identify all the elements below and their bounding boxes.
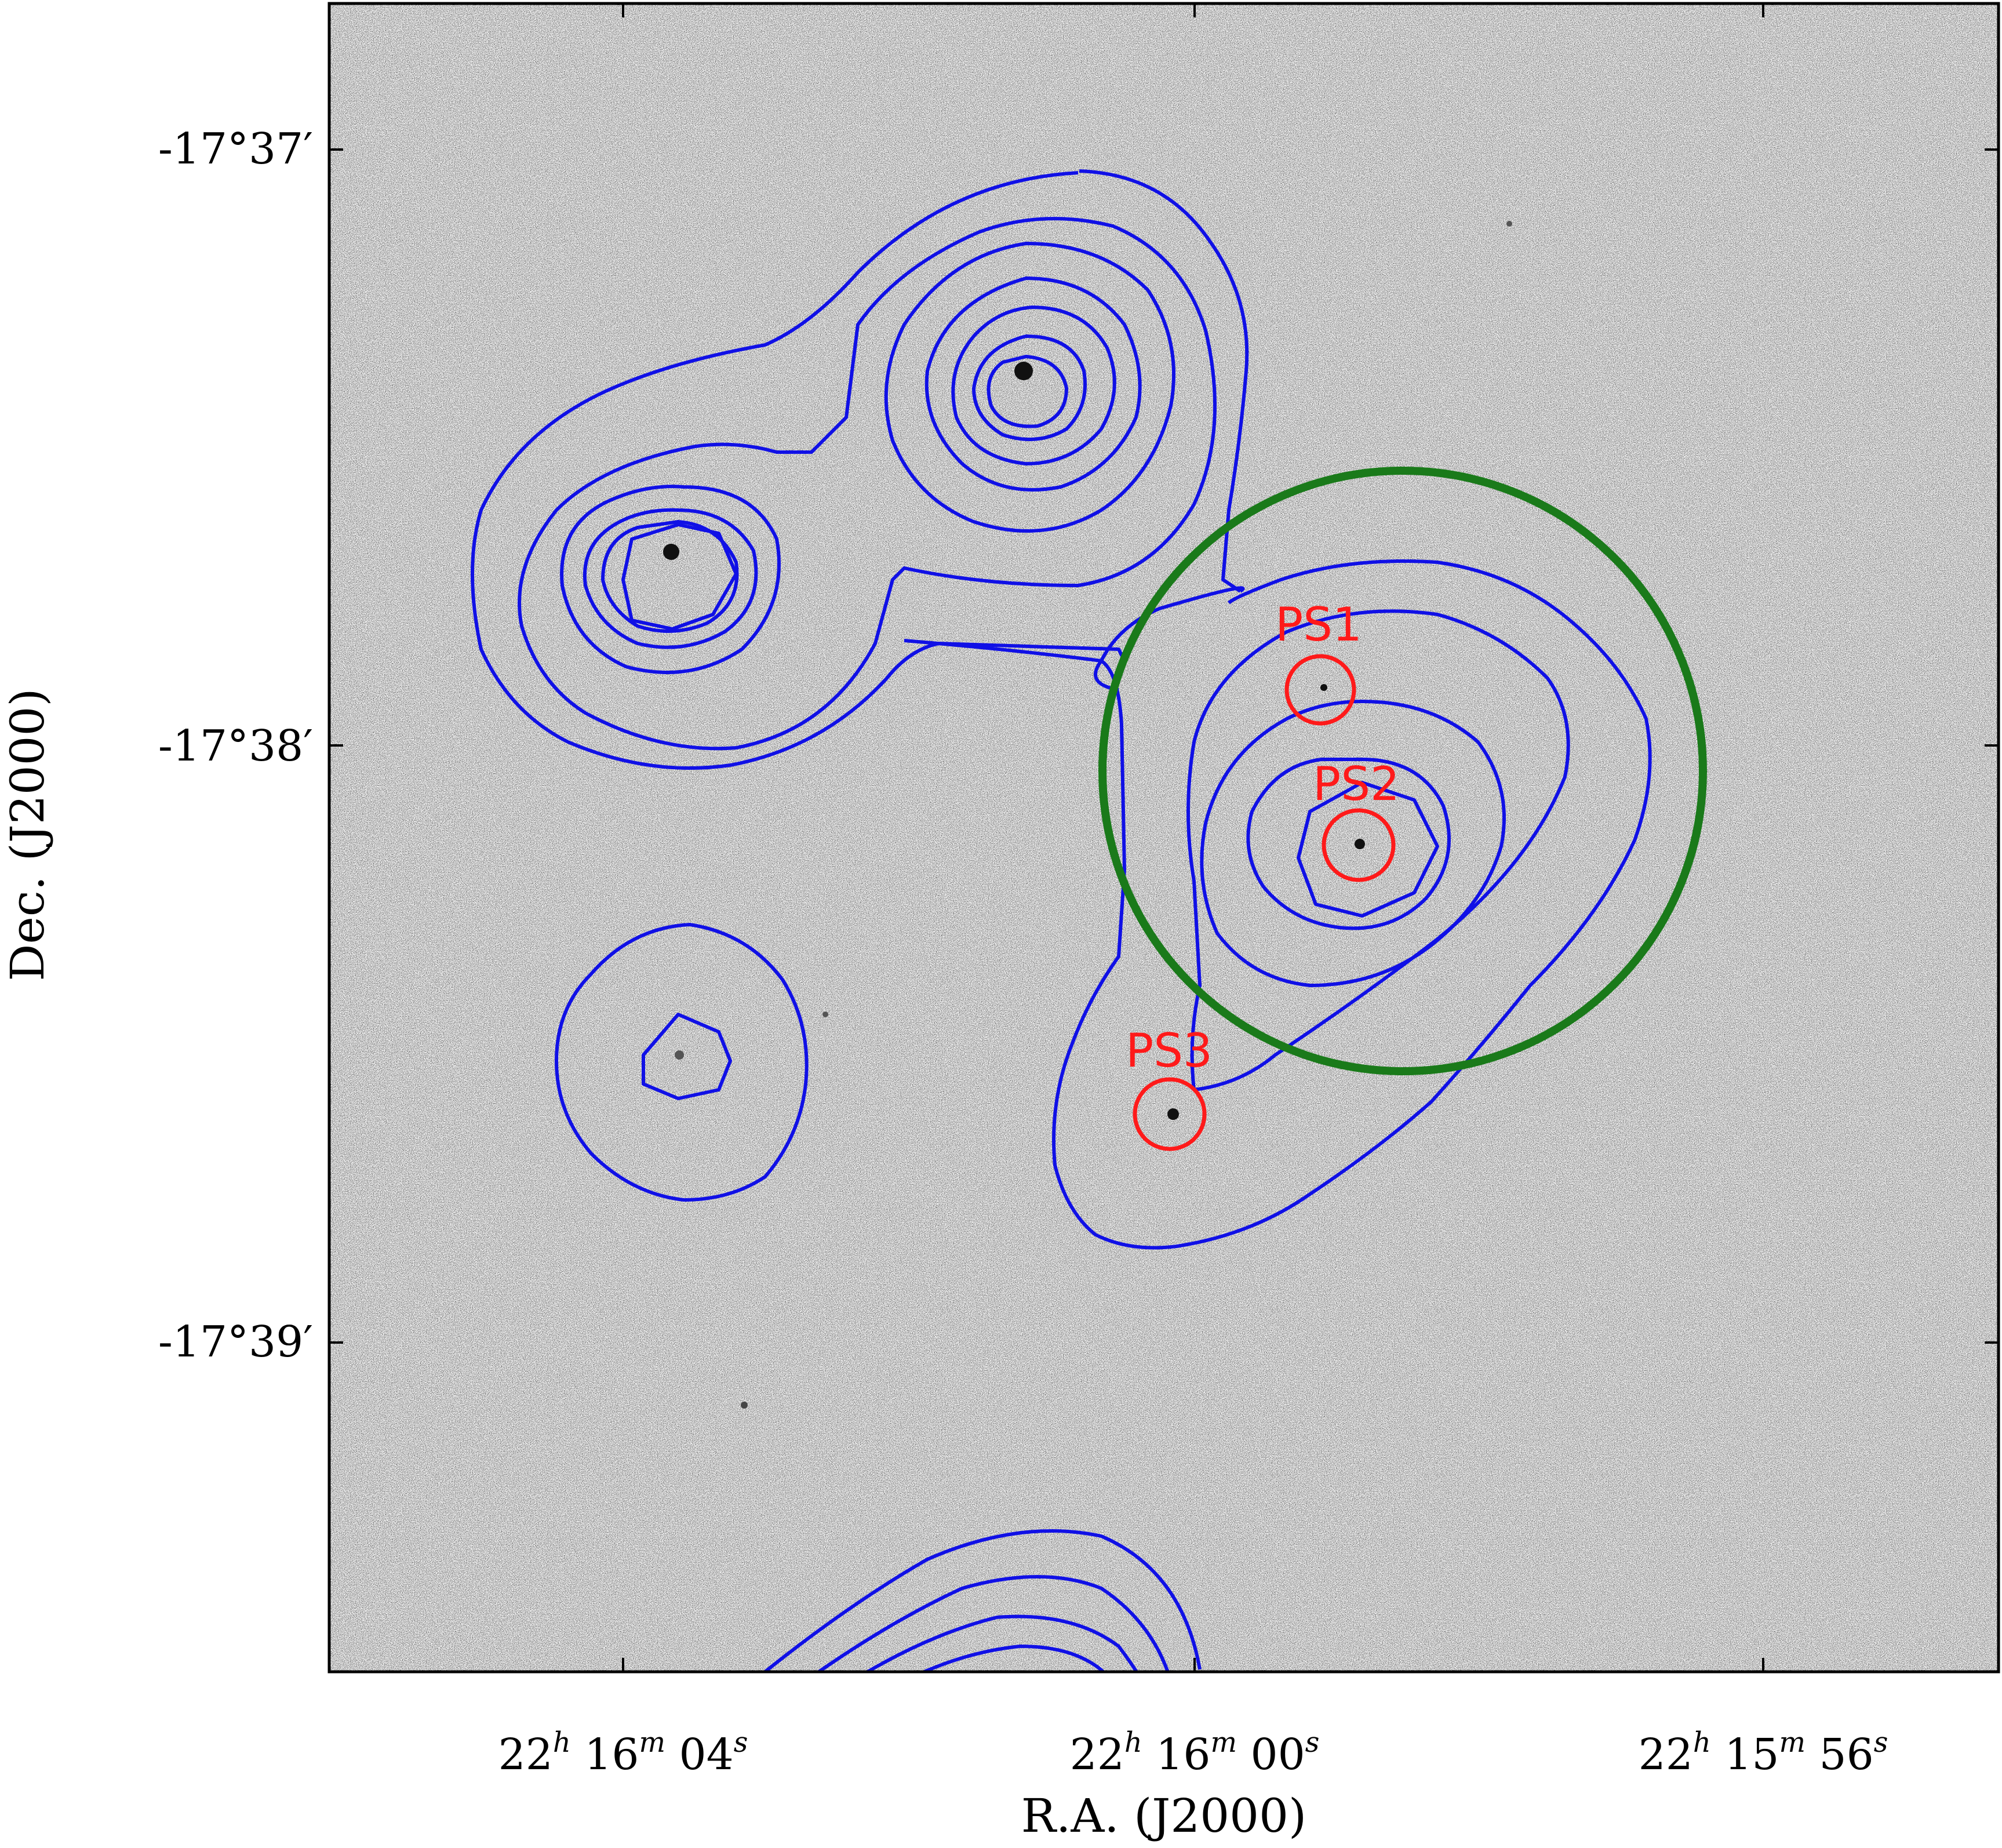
- ps3-label: PS3: [1126, 1024, 1213, 1078]
- plot-area: PS1 PS2 PS3: [327, 2, 2000, 1674]
- star: [663, 544, 679, 560]
- y-tick-label: -17°39′: [158, 1317, 313, 1367]
- contour: [924, 277, 1142, 492]
- contour: [904, 559, 1652, 1250]
- x-tick-label: 22h 15m 56s: [1639, 1726, 1888, 1780]
- ps1-marker: [1284, 654, 1356, 726]
- contour: [987, 355, 1068, 428]
- ticks: [329, 3, 1999, 1672]
- contour: [762, 1529, 1202, 1672]
- star: [741, 1402, 748, 1409]
- contour: [864, 1614, 1139, 1672]
- contour: [816, 1575, 1170, 1672]
- plot-frame: [327, 2, 2000, 1674]
- contour: [1186, 609, 1570, 1092]
- contour: [583, 508, 758, 649]
- contour: [621, 523, 738, 631]
- star: [822, 1012, 828, 1017]
- contour: [601, 520, 739, 633]
- star: [1355, 839, 1365, 849]
- stars: [663, 221, 1512, 1409]
- contour: [972, 334, 1087, 441]
- source-markers: [1133, 654, 1396, 1151]
- y-tick-labels: -17°37′ -17°38′ -17°39′: [158, 124, 313, 1367]
- ps1-label: PS1: [1275, 598, 1362, 652]
- ps2-label: PS2: [1313, 757, 1400, 811]
- contour: [951, 305, 1116, 465]
- contour: [1200, 700, 1506, 987]
- star: [1506, 221, 1512, 227]
- x-tick-label: 22h 16m 04s: [498, 1726, 748, 1780]
- contour: [1079, 169, 1249, 593]
- y-tick-label: -17°38′: [158, 721, 313, 771]
- contour: [518, 217, 1217, 751]
- y-axis-label: Dec. (J2000): [1, 688, 54, 981]
- contour: [560, 485, 781, 674]
- star: [1167, 1108, 1179, 1120]
- star: [675, 1050, 684, 1060]
- contour: [471, 171, 1126, 770]
- ps2-marker: [1322, 808, 1396, 882]
- contour: [919, 1645, 1106, 1672]
- region-circle: [1098, 467, 1707, 1075]
- image-noise: [329, 3, 1999, 1672]
- contours: [471, 169, 1652, 1672]
- x-tick-labels: 22h 16m 04s 22h 16m 00s 22h 15m 56s: [498, 1726, 1888, 1780]
- y-tick-label: -17°37′: [158, 124, 313, 174]
- contour: [884, 242, 1175, 533]
- contour: [1094, 586, 1245, 692]
- x-axis-label: R.A. (J2000): [1021, 1789, 1306, 1843]
- star: [1320, 684, 1327, 691]
- star: [1014, 362, 1033, 380]
- contour: [1246, 758, 1451, 930]
- source-labels: PS1 PS2 PS3: [1126, 598, 1400, 1078]
- ps3-marker: [1133, 1077, 1207, 1151]
- contour: [1297, 781, 1439, 918]
- contour: [642, 1013, 732, 1100]
- contour: [555, 923, 809, 1202]
- x-tick-label: 22h 16m 00s: [1070, 1726, 1320, 1780]
